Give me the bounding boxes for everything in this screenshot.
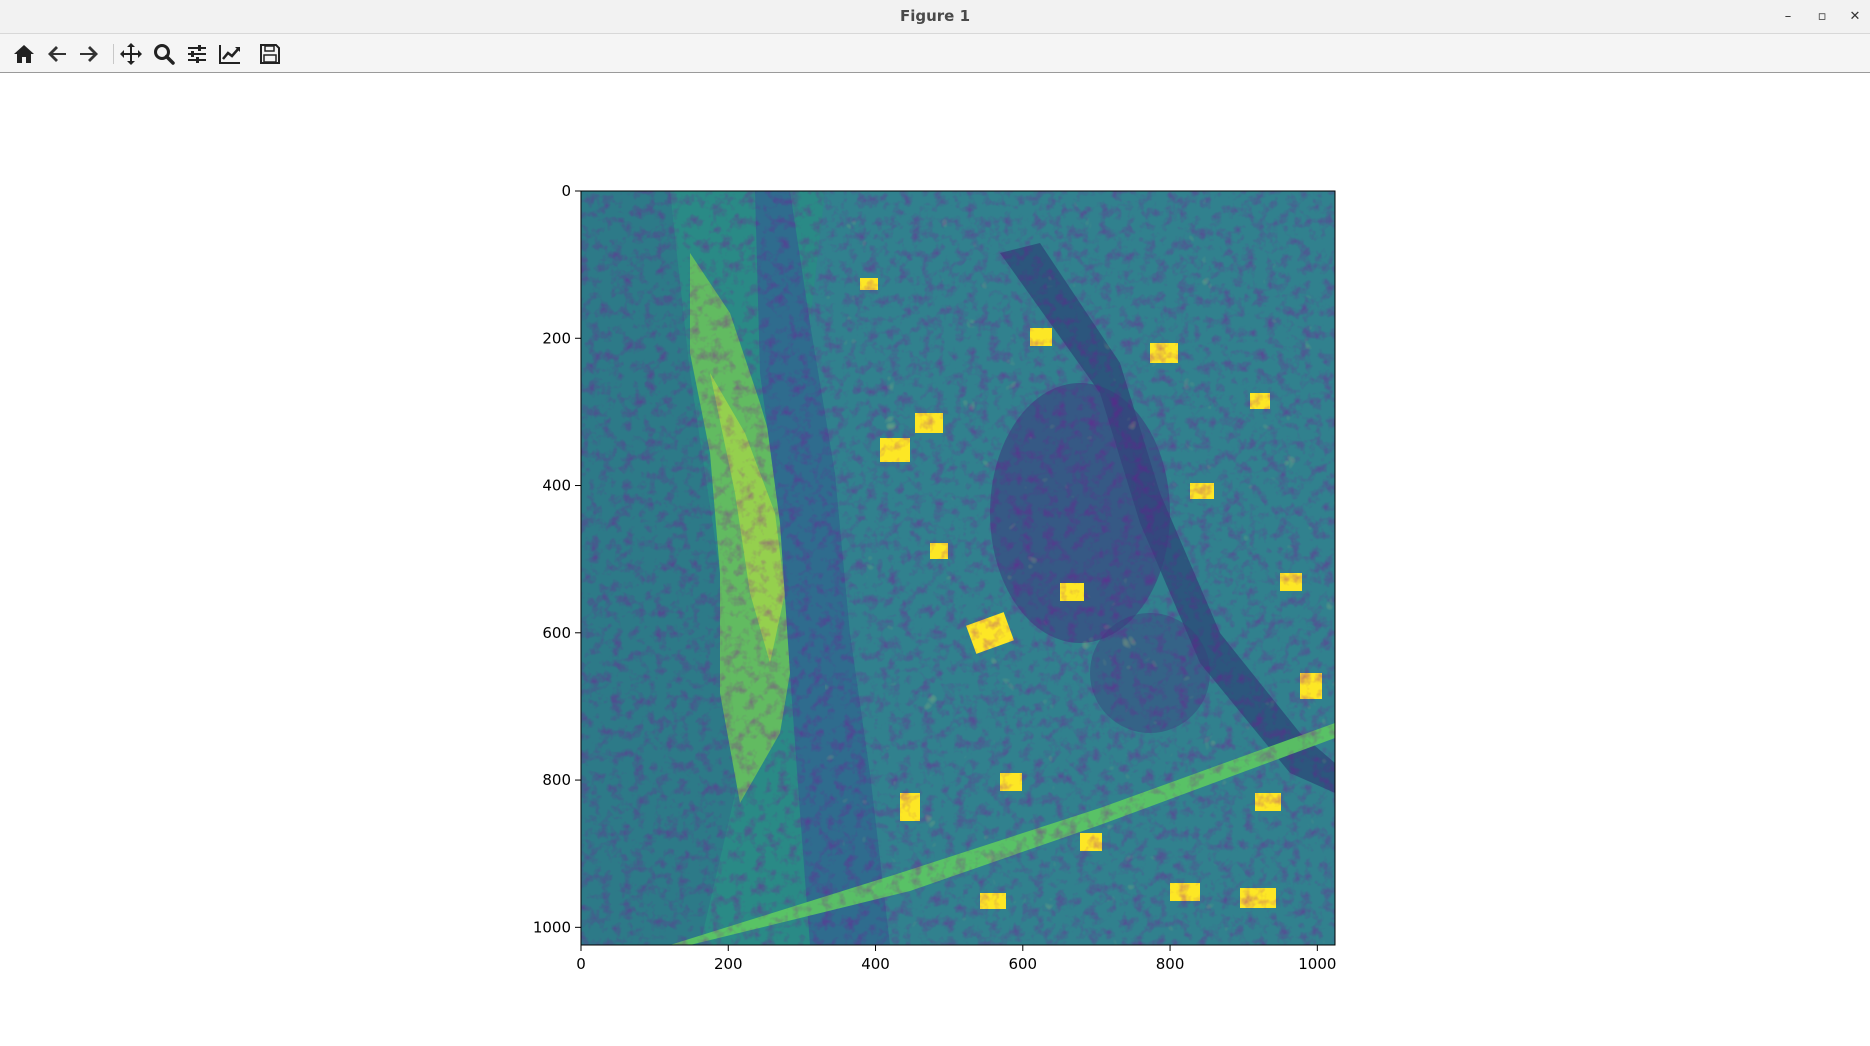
home-icon[interactable] — [11, 41, 37, 67]
navigation-toolbar — [0, 34, 1870, 73]
y-tick-label: 200 — [542, 329, 571, 347]
pan-move-icon[interactable] — [118, 41, 144, 67]
zoom-magnifier-icon[interactable] — [151, 41, 177, 67]
window-title: Figure 1 — [899, 7, 971, 25]
axis-ticks: 0 200 400 600 800 1000 0 200 400 600 800 1000 — [533, 182, 1337, 973]
y-tick-label: 600 — [542, 624, 571, 642]
y-tick-label: 0 — [561, 182, 571, 200]
x-tick-label: 600 — [1008, 955, 1037, 973]
texture-bright — [825, 191, 1335, 945]
axes-frame — [580, 190, 1336, 946]
window-titlebar: Figure 1 – ▫ ✕ — [0, 0, 1870, 34]
x-tick-label: 800 — [1156, 955, 1185, 973]
toolbar-separator — [113, 44, 114, 64]
y-tick-label: 800 — [542, 771, 571, 789]
x-tick-label: 1000 — [1298, 955, 1336, 973]
minimize-button[interactable]: – — [1784, 9, 1792, 24]
close-button[interactable]: ✕ — [1849, 9, 1861, 24]
x-tick-label: 0 — [576, 955, 586, 973]
configure-subplots-icon[interactable] — [184, 41, 210, 67]
edit-axis-curves-icon[interactable] — [217, 41, 243, 67]
save-floppy-icon[interactable] — [257, 41, 283, 67]
figure-canvas[interactable]: 0 200 400 600 800 1000 0 200 400 600 800 1000 — [0, 73, 1870, 1046]
x-tick-label: 200 — [714, 955, 743, 973]
back-arrow-icon[interactable] — [44, 41, 70, 67]
figure-svg: 0 200 400 600 800 1000 0 200 400 600 800 1000 — [533, 182, 1337, 973]
y-tick-label: 1000 — [533, 918, 571, 936]
maximize-button[interactable]: ▫ — [1817, 9, 1827, 24]
x-tick-label: 400 — [861, 955, 890, 973]
forward-arrow-icon[interactable] — [76, 41, 102, 67]
y-tick-label: 400 — [542, 477, 571, 495]
heatmap-image — [581, 191, 1335, 945]
